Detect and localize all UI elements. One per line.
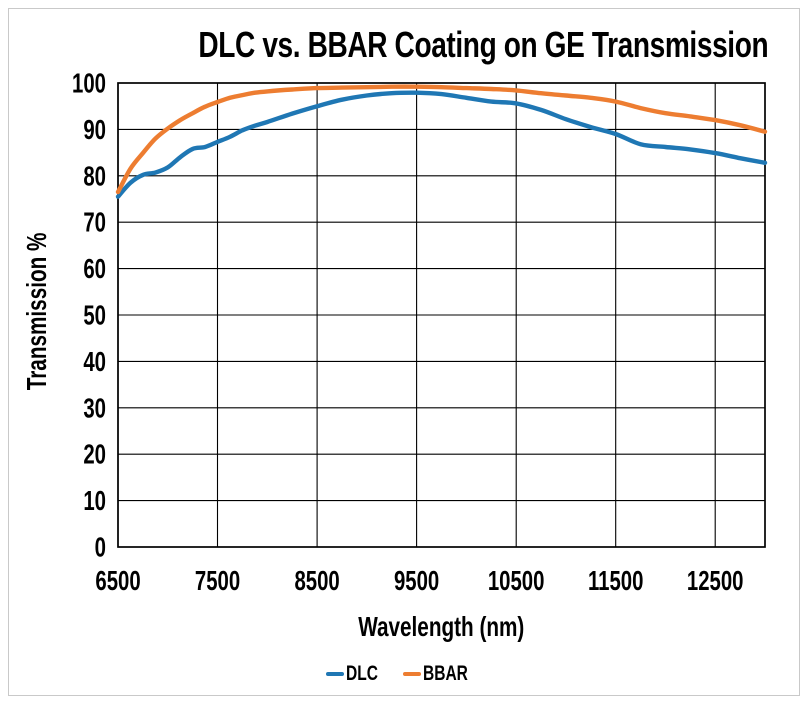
chart-title: DLC vs. BBAR Coating on GE Transmission bbox=[118, 24, 769, 66]
y-tick-label: 20 bbox=[83, 440, 106, 471]
y-tick-label: 40 bbox=[83, 347, 106, 378]
chart-title-text: DLC vs. BBAR Coating on GE Transmission bbox=[198, 24, 769, 65]
legend-item-dlc: DLC bbox=[325, 662, 389, 686]
series-line-dlc bbox=[115, 90, 768, 199]
y-tick-label: 0 bbox=[95, 533, 106, 564]
y-tick-label: 30 bbox=[83, 393, 106, 424]
x-tick-label: 10500 bbox=[488, 566, 545, 597]
x-tick-label: 12500 bbox=[687, 566, 744, 597]
x-axis-title: Wavelength (nm) bbox=[118, 611, 765, 643]
x-tick-label: 6500 bbox=[95, 566, 140, 597]
x-axis-title-text: Wavelength (nm) bbox=[358, 611, 525, 642]
y-tick-label: 60 bbox=[83, 254, 106, 285]
y-tick-label: 80 bbox=[83, 161, 106, 192]
chart-frame bbox=[8, 8, 800, 696]
legend-item-bbar: BBAR bbox=[402, 662, 484, 686]
x-tick-label: 7500 bbox=[195, 566, 240, 597]
y-tick-label: 90 bbox=[83, 115, 106, 146]
x-tick-label: 11500 bbox=[588, 566, 643, 597]
legend-label-dlc: DLC bbox=[345, 662, 378, 685]
y-tick-label: 50 bbox=[83, 301, 106, 332]
x-tick-label: 8500 bbox=[294, 566, 339, 597]
y-tick-label: 100 bbox=[72, 69, 106, 100]
plot-border bbox=[117, 82, 766, 548]
legend: DLC BBAR bbox=[81, 660, 728, 688]
dlc-line-swatch bbox=[325, 671, 344, 677]
series-line-bbar bbox=[115, 84, 768, 195]
x-tick-label: 9500 bbox=[394, 566, 439, 597]
bbar-line-swatch bbox=[402, 671, 421, 677]
y-tick-label: 10 bbox=[83, 486, 106, 517]
legend-label-bbar: BBAR bbox=[422, 662, 468, 685]
y-tick-label: 70 bbox=[83, 208, 106, 239]
